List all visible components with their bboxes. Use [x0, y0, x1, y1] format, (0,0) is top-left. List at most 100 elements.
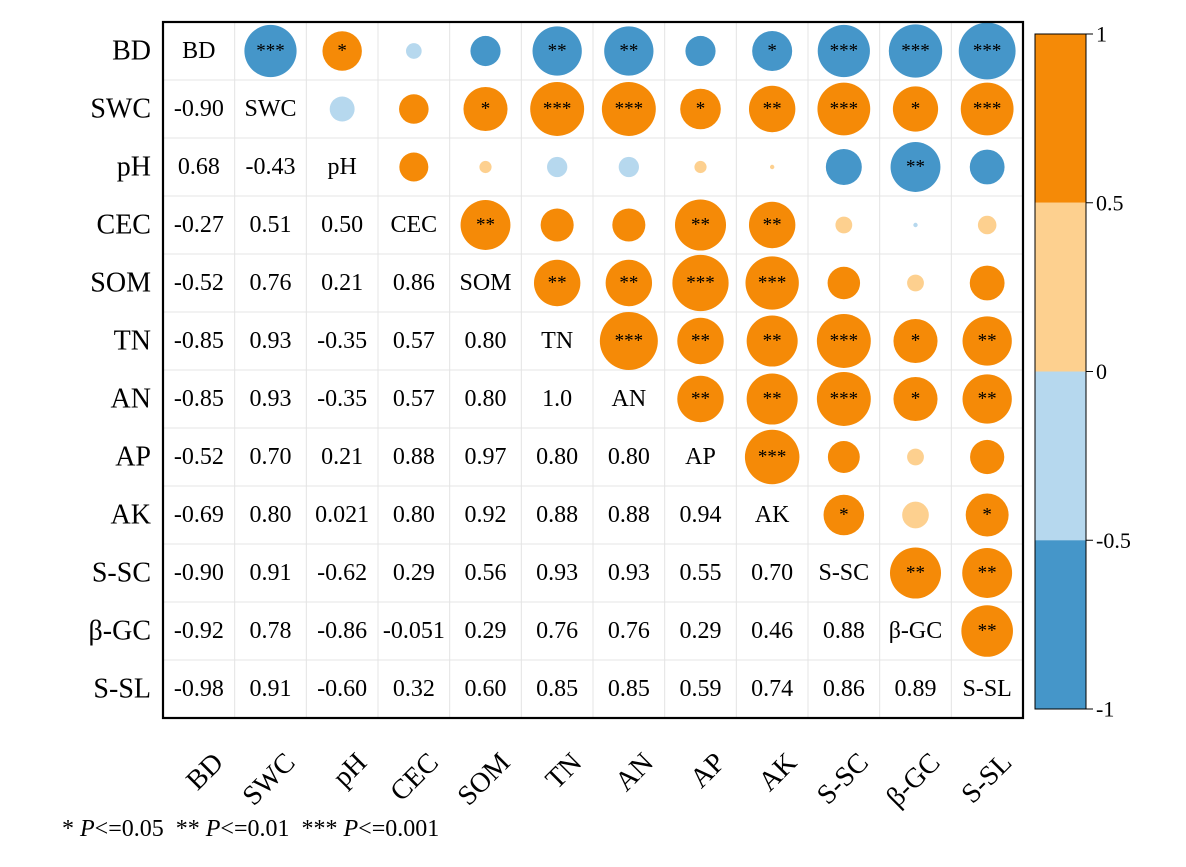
correlation-value: -0.90	[174, 560, 224, 586]
correlation-value: 0.46	[751, 618, 793, 644]
column-label: SOM	[452, 747, 517, 812]
correlation-value: -0.051	[383, 618, 445, 644]
correlation-circle	[470, 35, 501, 67]
significance-stars: ***	[543, 99, 572, 120]
column-label: S-SC	[811, 747, 875, 811]
column-label: BD	[180, 747, 229, 796]
correlation-circle	[601, 82, 656, 136]
correlation-value: 0.29	[680, 618, 722, 644]
correlation-value: 0.80	[608, 444, 650, 470]
significance-stars: **	[763, 331, 782, 352]
significance-stars: **	[978, 621, 997, 642]
correlation-value: 0.60	[465, 676, 507, 702]
correlation-circle	[825, 149, 862, 185]
p2-label: P	[205, 816, 221, 842]
correlation-value: 0.29	[393, 560, 435, 586]
significance-stars: **	[691, 215, 710, 236]
correlation-value: -0.69	[174, 502, 224, 528]
correlation-circle	[322, 31, 362, 71]
diagonal-label: BD	[182, 38, 215, 64]
correlation-circle	[889, 547, 942, 599]
diagonal-label: S-SC	[818, 560, 869, 586]
correlation-circle	[961, 605, 1013, 657]
correlation-circle	[970, 439, 1005, 475]
correlation-value: 0.51	[250, 212, 292, 238]
correlation-circle	[769, 164, 775, 170]
column-label: SWC	[237, 747, 302, 812]
significance-stars: **	[691, 389, 710, 410]
colorbar-segment	[1035, 34, 1086, 203]
correlation-value: 0.94	[680, 502, 722, 528]
correlation-circle	[479, 160, 492, 174]
colorbar-tick-label: -0.5	[1096, 528, 1131, 553]
correlation-circle	[827, 441, 860, 473]
correlation-value: 0.32	[393, 676, 435, 702]
significance-stars: ***	[901, 41, 930, 62]
significance-stars: ***	[686, 273, 715, 294]
significance-stars: **	[476, 215, 495, 236]
row-label: β-GC	[89, 616, 151, 647]
correlation-circle	[962, 316, 1012, 366]
p1-label: P	[80, 816, 95, 842]
correlation-circle	[530, 82, 585, 136]
significance-stars: **	[763, 215, 782, 236]
correlation-circle	[893, 376, 938, 422]
row-label: TN	[114, 326, 151, 357]
correlation-circle	[618, 156, 639, 178]
diagonal-label: CEC	[390, 212, 437, 238]
column-label: AN	[609, 747, 660, 798]
row-label: AK	[111, 500, 151, 531]
correlation-circle	[406, 43, 422, 59]
correlation-value: 0.97	[465, 444, 507, 470]
row-label: CEC	[97, 210, 151, 241]
correlation-circle	[907, 448, 924, 466]
correlation-circle	[399, 94, 429, 124]
correlation-circle	[677, 317, 724, 365]
correlation-value: 0.89	[895, 676, 937, 702]
correlation-circle	[744, 429, 800, 485]
row-label: pH	[117, 152, 151, 183]
correlation-value: 0.86	[393, 270, 435, 296]
correlation-circle	[599, 312, 658, 370]
correlation-circle	[460, 200, 511, 250]
column-label: pH	[327, 747, 373, 793]
correlation-value: 0.88	[608, 502, 650, 528]
significance-stars: **	[906, 157, 925, 178]
correlation-value: 0.86	[823, 676, 865, 702]
correlation-value: -0.60	[317, 676, 367, 702]
correlation-circle	[540, 208, 574, 242]
correlation-value: -0.35	[317, 386, 367, 412]
row-label: S-SC	[92, 558, 151, 589]
correlation-circle	[463, 86, 508, 132]
correlation-circle	[547, 156, 568, 178]
significance-stars: **	[906, 563, 925, 584]
p3-label: P	[343, 816, 359, 842]
correlation-value: 0.78	[250, 618, 292, 644]
row-label: SWC	[90, 94, 151, 125]
correlation-circle	[694, 160, 707, 174]
correlation-circle	[823, 494, 865, 536]
correlation-circle	[962, 548, 1013, 598]
correlation-value: 0.85	[608, 676, 650, 702]
correlation-value: -0.43	[246, 154, 296, 180]
correlation-circle	[893, 318, 938, 364]
correlation-value: 0.57	[393, 386, 435, 412]
column-label: CEC	[384, 747, 444, 807]
correlation-circle	[827, 266, 861, 300]
row-label: S-SL	[93, 674, 151, 705]
correlation-circle	[969, 149, 1005, 185]
diagonal-label: TN	[541, 328, 573, 354]
correlation-value: 0.59	[680, 676, 722, 702]
diagonal-label: AP	[685, 444, 716, 470]
correlation-circle	[969, 265, 1005, 301]
correlation-circle	[977, 215, 997, 235]
correlation-circle	[533, 259, 581, 307]
p1-value: <=0.05	[94, 816, 164, 842]
colorbar-segment	[1035, 371, 1086, 541]
row-label: SOM	[90, 268, 151, 299]
significance-stars: **	[619, 273, 638, 294]
significance-stars: ***	[830, 389, 859, 410]
significance-stars: **	[978, 389, 997, 410]
significance-stars: ***	[973, 41, 1002, 62]
correlation-value: 0.92	[465, 502, 507, 528]
